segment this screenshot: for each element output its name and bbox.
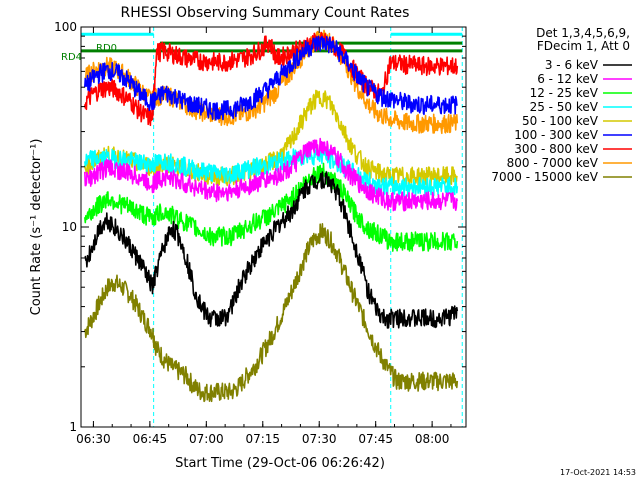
y-tick-label-2: 100 bbox=[54, 20, 77, 34]
x-tick-label-5: 07:45 bbox=[358, 432, 393, 446]
legend-label-7: 800 - 7000 keV bbox=[507, 156, 599, 170]
series-line-2 bbox=[84, 162, 459, 252]
x-tick-label-2: 07:00 bbox=[189, 432, 224, 446]
axes: 06:30 06:45 07:00 07:15 07:30 07:45 08:00 1 10 10… bbox=[54, 20, 466, 446]
plot-area bbox=[80, 27, 463, 427]
series-line-3 bbox=[84, 146, 459, 197]
series-line-6 bbox=[84, 31, 459, 127]
legend-label-8: 7000 - 15000 keV bbox=[491, 170, 598, 184]
y-tick-label-0: 1 bbox=[69, 420, 77, 434]
chart-title: RHESSI Observing Summary Count Rates bbox=[121, 5, 410, 21]
plot-frame bbox=[80, 26, 467, 428]
series-line-8 bbox=[84, 223, 459, 403]
legend-label-2: 12 - 25 keV bbox=[530, 86, 599, 100]
x-tick-label-0: 06:30 bbox=[76, 432, 111, 446]
x-tick-label-3: 07:15 bbox=[245, 432, 280, 446]
series-line-1 bbox=[84, 137, 459, 212]
series-line-0 bbox=[84, 171, 459, 329]
y-axis-label: Count Rate (s⁻¹ detector⁻¹) bbox=[29, 139, 44, 316]
legend-label-4: 50 - 100 keV bbox=[522, 114, 599, 128]
x-tick-label-1: 06:45 bbox=[133, 432, 168, 446]
series-line-7 bbox=[84, 29, 459, 135]
x-axis-label: Start Time (29-Oct-06 06:26:42) bbox=[175, 456, 385, 471]
legend-label-0: 3 - 6 keV bbox=[545, 58, 599, 72]
detector-info-line-2: FDecim 1, Att 0 bbox=[537, 39, 630, 53]
x-tick-label-4: 07:30 bbox=[302, 432, 337, 446]
legend-label-3: 25 - 50 keV bbox=[530, 100, 599, 114]
legend-label-5: 100 - 300 keV bbox=[514, 128, 598, 142]
x-tick-label-6: 08:00 bbox=[415, 432, 450, 446]
annotation-rd0: RD0 bbox=[96, 43, 117, 54]
series-line-5 bbox=[84, 35, 458, 121]
detector-info-line-1: Det 1,3,4,5,6,9, bbox=[536, 26, 630, 40]
generation-timestamp: 17-Oct-2021 14:53 bbox=[560, 468, 636, 477]
annotation-rd4: RD4 bbox=[61, 52, 82, 63]
legend-label-1: 6 - 12 keV bbox=[537, 72, 599, 86]
legend-label-6: 300 - 800 keV bbox=[514, 142, 598, 156]
y-tick-label-1: 10 bbox=[62, 220, 77, 234]
